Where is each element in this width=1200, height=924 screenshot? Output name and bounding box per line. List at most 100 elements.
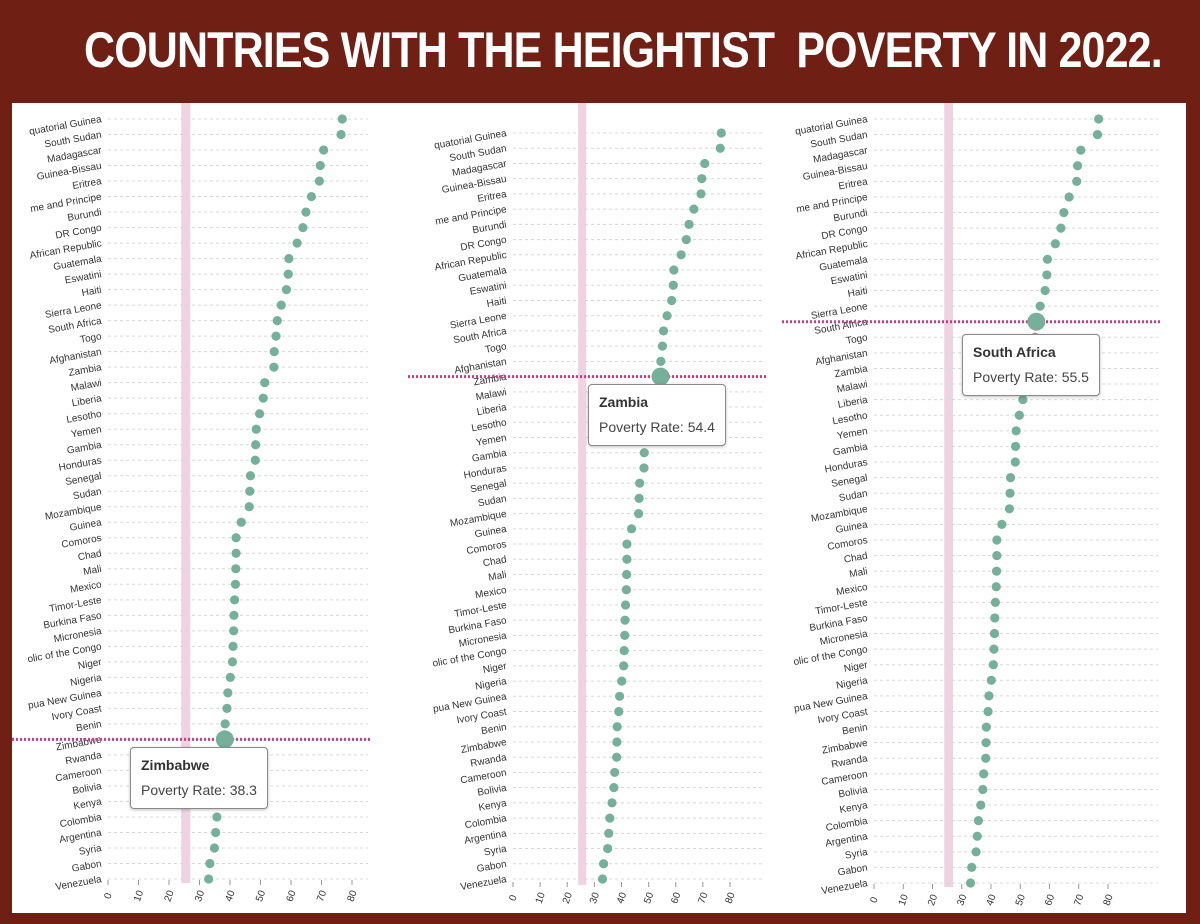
y-tick-label: Kenya xyxy=(478,798,508,814)
y-tick-label: Yemen xyxy=(70,424,102,440)
charts-area: quatorial Guinea South Sudan Madagascar Gui… xyxy=(12,103,1186,913)
y-tick-label: Eswatini xyxy=(830,270,869,287)
data-point xyxy=(1005,488,1015,498)
data-point xyxy=(222,703,232,713)
y-tick-label: Zambia xyxy=(473,372,508,389)
y-tick-label: Kenya xyxy=(73,796,103,812)
y-tick-label: Zambia xyxy=(834,364,869,381)
data-point xyxy=(231,564,241,574)
y-tick-label: Gambia xyxy=(66,440,103,457)
y-tick-label: Venezuela xyxy=(460,874,508,893)
data-point xyxy=(1064,192,1074,202)
y-tick-label: Togo xyxy=(845,332,869,347)
data-point xyxy=(971,847,981,857)
y-tick-label: Senegal xyxy=(830,473,868,490)
data-point xyxy=(684,219,694,229)
data-point xyxy=(639,463,649,473)
data-point xyxy=(612,752,622,762)
data-point xyxy=(668,280,678,290)
data-point xyxy=(990,613,1000,623)
data-point xyxy=(635,478,645,488)
data-point xyxy=(1011,426,1021,436)
tooltip-value: Poverty Rate: 38.3 xyxy=(141,782,257,798)
data-point xyxy=(1014,410,1024,420)
data-point xyxy=(229,610,239,620)
data-point xyxy=(604,828,614,838)
y-tick-label: Sudan xyxy=(838,488,868,504)
y-tick-label: Guinea xyxy=(835,519,869,536)
data-point xyxy=(981,722,991,732)
data-point xyxy=(981,753,991,763)
tooltip: Zambia Poverty Rate: 54.4 xyxy=(588,384,726,446)
y-tick-label: Comoros xyxy=(61,533,103,551)
data-point xyxy=(284,253,294,264)
x-tick-label: 40 xyxy=(224,889,238,904)
data-point xyxy=(269,362,279,372)
chart-panel-zambia: quatorial Guinea South Sudan Madagascar Gui… xyxy=(408,103,768,913)
data-point xyxy=(991,566,1002,576)
y-tick-label: Eritrea xyxy=(838,176,869,192)
data-point xyxy=(271,331,281,341)
data-point xyxy=(989,644,999,654)
data-point xyxy=(1042,254,1053,264)
y-tick-label: Nigeria xyxy=(69,672,103,688)
y-tick-label: Benin xyxy=(841,722,868,737)
data-point xyxy=(230,579,241,589)
data-point xyxy=(598,859,609,869)
x-tick-label: 10 xyxy=(534,891,548,906)
data-point xyxy=(715,143,725,153)
data-point xyxy=(997,519,1007,529)
data-point xyxy=(211,827,221,838)
y-tick-label: Yemen xyxy=(475,433,507,449)
y-tick-label: Liberia xyxy=(476,402,508,418)
data-point xyxy=(227,657,238,667)
x-tick-label: 10 xyxy=(897,893,911,908)
y-tick-label: Venezuela xyxy=(821,878,869,897)
y-tick-label: Syria xyxy=(483,844,508,859)
y-tick-label: Senegal xyxy=(469,478,507,495)
data-point xyxy=(634,493,644,503)
data-point xyxy=(619,646,629,656)
data-point xyxy=(204,874,214,884)
x-tick-label: 60 xyxy=(285,889,299,904)
y-tick-label: Malawi xyxy=(836,379,869,395)
data-point xyxy=(319,145,329,155)
data-point xyxy=(231,533,241,543)
data-point xyxy=(617,676,627,686)
y-tick-label: Mali xyxy=(83,564,103,578)
data-point xyxy=(992,550,1002,561)
y-tick-label: Chad xyxy=(843,551,868,566)
data-point xyxy=(1005,473,1016,483)
y-tick-label: Nigeria xyxy=(835,675,869,691)
y-tick-label: Syria xyxy=(78,843,103,858)
y-tick-label: Niger xyxy=(843,660,869,675)
data-point xyxy=(225,672,235,682)
data-point xyxy=(696,189,706,199)
y-tick-label: Guinea xyxy=(69,517,103,534)
data-point xyxy=(633,509,644,519)
data-point xyxy=(716,128,726,138)
data-point xyxy=(336,129,346,140)
data-point xyxy=(607,798,617,808)
y-tick-label: Haiti xyxy=(847,286,869,300)
y-tick-label: Togo xyxy=(79,331,103,346)
data-point xyxy=(1018,395,1028,405)
data-point xyxy=(231,548,241,558)
y-tick-label: Haiti xyxy=(81,285,103,299)
data-point xyxy=(260,378,270,388)
data-point xyxy=(337,114,347,124)
y-tick-label: Gambia xyxy=(471,448,508,465)
x-tick-label: 30 xyxy=(955,893,969,908)
y-tick-label: Rwanda xyxy=(469,752,507,769)
y-tick-label: Gabon xyxy=(71,859,102,875)
data-point xyxy=(1059,207,1069,218)
tooltip-value: Poverty Rate: 54.4 xyxy=(599,419,715,435)
y-tick-label: Sudan xyxy=(477,494,507,510)
y-tick-label: Bolivia xyxy=(838,784,869,800)
y-tick-label: Eritrea xyxy=(477,189,508,205)
x-tick-label: 20 xyxy=(163,889,177,904)
data-point xyxy=(1094,114,1104,124)
y-tick-label: Mali xyxy=(488,570,508,584)
data-point xyxy=(1004,504,1015,514)
x-tick-label: 70 xyxy=(315,889,329,904)
